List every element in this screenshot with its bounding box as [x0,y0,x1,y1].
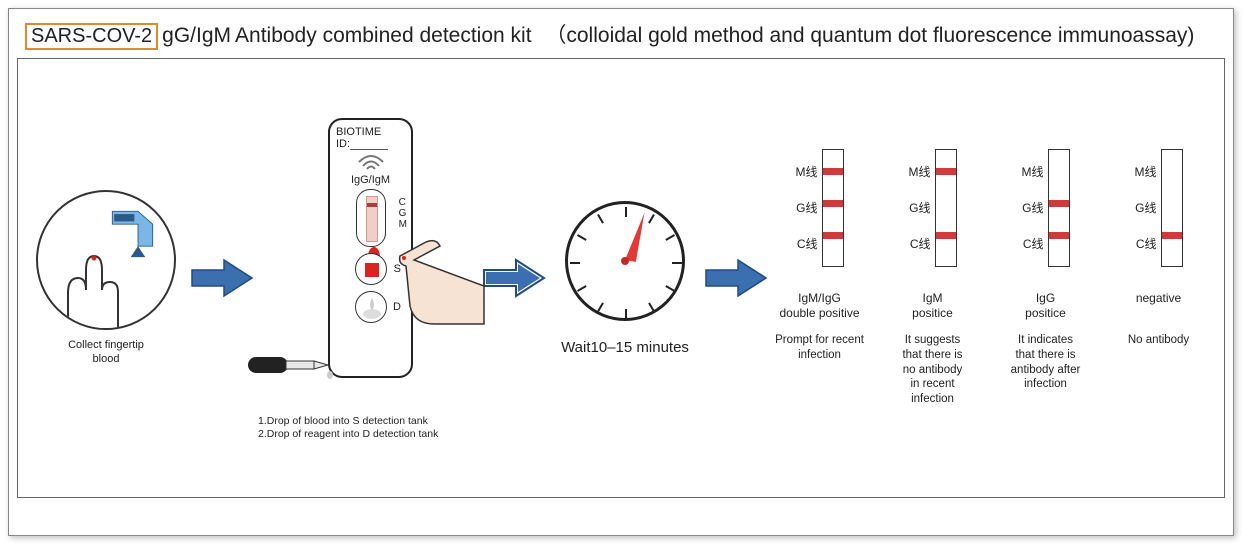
test-strip [822,149,844,267]
result-1: M线 G线 C线 IgM positice It suggests that there… [885,149,980,408]
line-label: G线 [1135,199,1157,216]
line-label: C线 [796,235,818,252]
line-label: G线 [796,199,818,216]
test-strip [1048,149,1070,267]
lancet-icon [105,204,160,259]
page-title: SARS-COV-2 gG/IgM Antibody combined dete… [17,19,1225,50]
line-label: C线 [1022,235,1044,252]
s-well [355,253,387,285]
step-apply-sample: BIOTIME ID: IgG/IgM [258,118,478,438]
cgm-c: C [399,197,407,208]
result-2: M线 G线 C线 IgG positice It indicates that ther… [998,149,1093,393]
arrow-icon [482,256,546,300]
applying-hand-icon [396,236,486,326]
arrow-icon [190,256,254,300]
cgm-g: G [399,208,407,219]
title-highlight: SARS-COV-2 [25,23,158,50]
result-title: IgG positice [1025,291,1066,321]
result-desc: It suggests that there is no antibody in… [902,333,962,408]
result-title: IgM/IgG double positive [779,291,859,321]
cassette-brand: BIOTIME [336,126,405,138]
result-title: IgM positice [912,291,953,321]
diagram-frame: Collect fingertip blood BIOTIME ID: [17,58,1225,498]
title-main: Antibody combined detection kit [235,24,532,48]
wait-caption: Wait10–15 minutes [561,339,689,356]
result-desc: No antibody [1128,333,1189,348]
line-label: M线 [909,163,931,180]
title-paren: （colloidal gold method and quantum dot f… [545,19,1194,49]
step1-caption: Collect fingertip blood [68,338,144,367]
line-label: C线 [909,235,931,252]
cassette-type: IgG/IgM [336,174,405,186]
line-label: G线 [1022,199,1044,216]
line-label: C线 [1135,235,1157,252]
result-desc: It indicates that there is antibody afte… [1011,333,1081,393]
band-M [936,168,956,175]
arrow-icon [704,256,768,300]
band-G [823,200,843,207]
line-label: M线 [1022,163,1044,180]
band-G [1049,200,1069,207]
test-strip [935,149,957,267]
fingertip-illustration [36,190,176,330]
result-title: negative [1136,291,1181,321]
band-C [1162,232,1182,239]
step2-caption-2: 2.Drop of reagent into D detection tank [258,428,438,442]
clock-icon [565,201,685,321]
band-C [823,232,843,239]
line-label: M线 [1135,163,1157,180]
outer-frame: SARS-COV-2 gG/IgM Antibody combined dete… [8,8,1234,536]
line-label: G线 [909,199,931,216]
cassette-id-label: ID: [336,138,350,150]
dropper-icon [248,345,333,390]
line-label: M线 [796,163,818,180]
band-M [823,168,843,175]
wifi-icon [357,154,385,172]
step2-caption-1: 1.Drop of blood into S detection tank [258,415,438,429]
test-strip [1161,149,1183,267]
step-wait: Wait10–15 minutes [550,201,700,356]
cgm-m: M [399,219,407,230]
step-collect-blood: Collect fingertip blood [26,190,186,367]
results-panel: M线 G线 C线 IgM/IgG double positive Prompt for … [772,149,1206,408]
title-mid: gG/IgM [162,24,231,48]
band-C [936,232,956,239]
d-well [355,291,387,323]
cassette-result-window [356,189,386,247]
result-0: M线 G线 C线 IgM/IgG double positive Prompt for … [772,149,867,363]
result-3: M线 G线 C线 negative No antibody [1111,149,1206,348]
band-C [1049,232,1069,239]
result-desc: Prompt for recent infection [775,333,864,363]
